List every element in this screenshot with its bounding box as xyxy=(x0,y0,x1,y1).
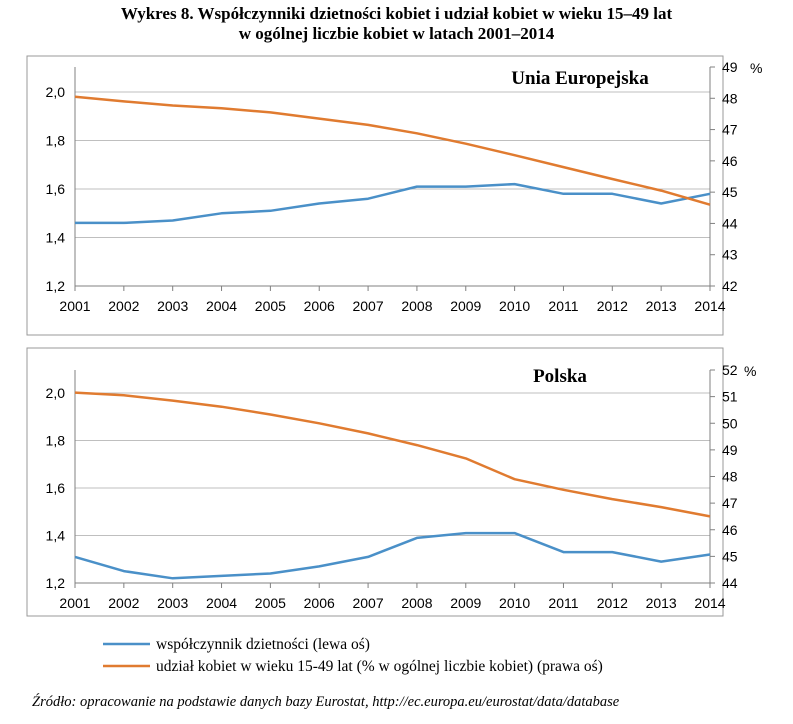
x-tick-label: 2009 xyxy=(450,595,481,611)
source-note: Źródło: opracowanie na podstawie danych … xyxy=(32,694,620,710)
fertility-series-line xyxy=(75,182,711,225)
x-tick-label: 2003 xyxy=(157,298,188,314)
left-tick-label: 1,8 xyxy=(46,133,66,149)
chart-panel-pl: 1,2 1,4 1,6 1,8 2,0 44 45 46 47 48 49 50 51 52 % 2001 20… xyxy=(26,347,756,617)
x-tick-label: 2004 xyxy=(206,595,237,611)
panel-title: Unia Europejska xyxy=(511,68,649,89)
right-tick-label: 43 xyxy=(722,247,738,263)
right-axis-unit: % xyxy=(744,363,756,379)
right-tick-label: 46 xyxy=(722,153,738,169)
x-tick-label: 2002 xyxy=(108,298,139,314)
left-tick-label: 1,4 xyxy=(46,230,66,246)
x-tick-label: 2013 xyxy=(646,595,677,611)
right-tick-label: 47 xyxy=(722,495,738,511)
x-tick-label: 2001 xyxy=(59,298,90,314)
chart-title-line1: Wykres 8. Współczynniki dzietności kobie… xyxy=(120,4,673,23)
x-tick-label: 2005 xyxy=(255,298,286,314)
left-tick-label: 1,6 xyxy=(46,480,66,496)
x-tick-label: 2014 xyxy=(694,298,725,314)
right-tick-label: 49 xyxy=(722,442,738,458)
right-tick-label: 52 xyxy=(722,362,738,378)
x-tick-label: 2014 xyxy=(694,595,725,611)
x-tick-label: 2004 xyxy=(206,298,237,314)
left-tick-label: 1,8 xyxy=(46,433,66,449)
right-tick-label: 48 xyxy=(722,469,738,485)
x-tick-label: 2011 xyxy=(548,298,578,314)
left-tick-label: 1,2 xyxy=(46,278,66,294)
left-tick-label: 1,2 xyxy=(46,575,66,591)
x-tick-label: 2002 xyxy=(108,595,139,611)
right-tick-label: 49 xyxy=(722,59,738,75)
x-tick-label: 2010 xyxy=(499,298,530,314)
x-tick-label: 2008 xyxy=(401,595,432,611)
x-tick-label: 2011 xyxy=(548,595,578,611)
x-tick-label: 2013 xyxy=(646,298,677,314)
x-tick-label: 2001 xyxy=(59,595,90,611)
right-tick-label: 44 xyxy=(722,575,738,591)
left-tick-label: 1,6 xyxy=(46,181,66,197)
x-tick-label: 2009 xyxy=(450,298,481,314)
left-tick-label: 2,0 xyxy=(46,84,66,100)
x-tick-label: 2003 xyxy=(157,595,188,611)
x-tick-label: 2007 xyxy=(352,298,383,314)
right-tick-label: 45 xyxy=(722,184,738,200)
x-tick-label: 2008 xyxy=(401,298,432,314)
x-tick-label: 2005 xyxy=(255,595,286,611)
legend-label: udział kobiet w wieku 15-49 lat (% w ogó… xyxy=(156,658,603,675)
share-series-line xyxy=(74,95,711,206)
legend-label: współczynnik dzietności (lewa oś) xyxy=(156,636,370,653)
x-tick-label: 2006 xyxy=(304,298,335,314)
legend: współczynnik dzietności (lewa oś) udział … xyxy=(103,636,603,675)
fertility-series-line xyxy=(74,531,711,580)
right-tick-label: 50 xyxy=(722,415,738,431)
right-tick-label: 45 xyxy=(722,548,738,564)
x-tick-label: 2006 xyxy=(304,595,335,611)
x-tick-label: 2007 xyxy=(352,595,383,611)
panel-title: Polska xyxy=(533,366,587,387)
chart-panel-eu: 1,2 1,4 1,6 1,8 2,0 42 43 44 45 46 47 48 49 % 2001 2002… xyxy=(26,55,762,336)
right-tick-label: 47 xyxy=(722,122,738,138)
left-tick-label: 1,4 xyxy=(46,528,66,544)
chart-title-line2: w ogólnej liczbie kobiet w latach 2001–2… xyxy=(238,24,555,43)
left-tick-label: 2,0 xyxy=(46,385,66,401)
right-tick-label: 44 xyxy=(722,215,738,231)
right-axis-unit: % xyxy=(750,60,762,76)
right-tick-label: 51 xyxy=(722,389,738,405)
share-series-line xyxy=(74,391,711,518)
panel-frame xyxy=(26,347,724,617)
panel-frame xyxy=(26,55,724,336)
x-tick-label: 2012 xyxy=(597,595,628,611)
x-tick-label: 2012 xyxy=(597,298,628,314)
right-tick-label: 42 xyxy=(722,278,738,294)
x-tick-label: 2010 xyxy=(499,595,530,611)
right-tick-label: 48 xyxy=(722,90,738,106)
right-tick-label: 46 xyxy=(722,522,738,538)
